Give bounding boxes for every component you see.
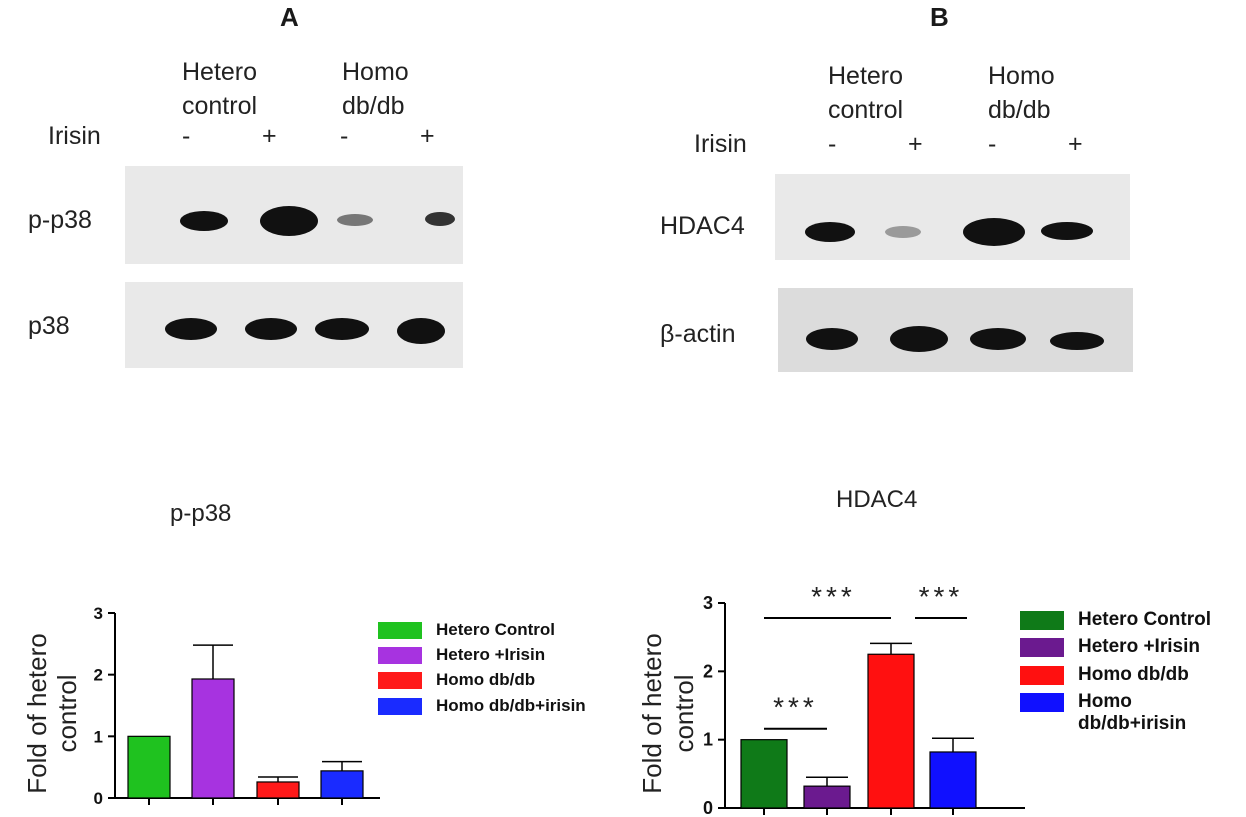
legend-item: Hetero Control — [378, 620, 588, 639]
group-label-hetero-line2: control — [828, 96, 904, 124]
treatment-sign: - — [828, 130, 837, 158]
western-blot-beta-actin — [778, 288, 1133, 372]
western-blot-p38 — [125, 282, 463, 368]
blot-band — [397, 318, 445, 344]
blot-band — [337, 214, 373, 226]
legend-swatch — [378, 698, 422, 715]
legend-label: Homo db/db — [436, 670, 536, 689]
bar — [803, 785, 851, 809]
group-label-homo-line2: db/db — [988, 96, 1051, 124]
legend-label: Hetero +Irisin — [1078, 636, 1200, 657]
blot-band — [1041, 222, 1093, 240]
legend-label: Homo db/db+irisin — [1078, 691, 1187, 734]
bar — [740, 739, 788, 809]
blot-band — [806, 328, 858, 350]
bar-chart-p-p38: 0 1 2 3 Fold of hetero control — [22, 604, 380, 808]
legend-item: Homo db/db — [378, 670, 588, 689]
legend-item: Hetero Control — [1020, 609, 1240, 630]
legend-swatch — [1020, 666, 1064, 685]
blot-band — [425, 212, 455, 226]
significance-label: *** — [773, 692, 818, 723]
treatment-sign: - — [182, 122, 191, 150]
significance-label: *** — [919, 581, 964, 612]
blot-label-p-p38: p-p38 — [28, 206, 92, 234]
legend-label: Hetero +Irisin — [436, 645, 546, 664]
western-blot-p-p38 — [125, 166, 463, 264]
significance-label: *** — [811, 581, 856, 612]
legend-label: Homo db/db — [1078, 664, 1189, 685]
blot-band — [315, 318, 369, 340]
legend-item: Homo db/db+irisin — [378, 696, 608, 715]
legend-item: Hetero +Irisin — [378, 645, 588, 664]
irisin-label: Irisin — [48, 122, 101, 150]
treatment-sign: + — [420, 122, 435, 150]
y-tick-label: 1 — [703, 730, 713, 750]
bar — [191, 678, 235, 799]
group-label-hetero-line1: Hetero — [828, 62, 904, 90]
bar-chart-hdac4: 0 1 2 3 Fold of hetero control *** *** *** — [637, 581, 1025, 817]
y-tick-label: 1 — [94, 727, 103, 746]
blot-band — [805, 222, 855, 242]
blot-label-p38: p38 — [28, 312, 70, 340]
y-axis-label: control — [669, 674, 699, 752]
y-axis-label: Fold of hetero — [637, 633, 667, 793]
y-tick-label: 0 — [94, 789, 103, 808]
blot-label-hdac4: HDAC4 — [660, 212, 745, 240]
legend-swatch — [378, 622, 422, 639]
bar — [867, 653, 915, 809]
treatment-sign: + — [262, 122, 277, 150]
legend-swatch — [378, 672, 422, 689]
blot-label-beta-actin: β-actin — [660, 320, 736, 348]
treatment-sign: + — [1068, 130, 1083, 158]
legend-item: Hetero +Irisin — [1020, 636, 1240, 657]
blot-band — [180, 211, 228, 231]
legend-label: Hetero Control — [436, 620, 555, 639]
panel-letter-a: A — [280, 2, 299, 32]
blot-band — [1050, 332, 1104, 350]
legend-swatch — [378, 647, 422, 664]
blot-band — [963, 218, 1025, 246]
bar — [127, 735, 171, 799]
western-blot-hdac4 — [775, 174, 1130, 260]
legend-swatch — [1020, 611, 1064, 630]
legend-item: Homo db/db+irisin — [1020, 691, 1244, 734]
chart-title-b: HDAC4 — [836, 486, 918, 513]
treatment-sign: - — [340, 122, 349, 150]
y-axis-label: Fold of hetero — [22, 633, 52, 793]
y-tick-label: 2 — [94, 666, 103, 685]
legend-item: Homo db/db — [1020, 664, 1240, 685]
legend-swatch — [1020, 638, 1064, 657]
legend-swatch — [1020, 693, 1064, 712]
blot-band — [245, 318, 297, 340]
chart-title-a: p-p38 — [170, 500, 232, 527]
group-label-homo-line1: Homo — [988, 62, 1055, 90]
y-tick-label: 3 — [703, 593, 713, 613]
bar — [929, 751, 977, 809]
bar — [256, 781, 300, 799]
blot-band — [890, 326, 948, 352]
legend-label: Hetero Control — [1078, 609, 1211, 630]
group-label-homo-line2: db/db — [342, 92, 405, 120]
treatment-sign: - — [988, 130, 997, 158]
blot-band — [970, 328, 1026, 350]
bar — [320, 770, 364, 799]
group-label-homo-line1: Homo — [342, 58, 409, 86]
y-tick-label: 3 — [94, 604, 103, 623]
blot-band — [885, 226, 921, 238]
irisin-label: Irisin — [694, 130, 747, 158]
y-axis-label: control — [52, 674, 82, 752]
y-tick-label: 0 — [703, 798, 713, 817]
legend-label: Homo db/db+irisin — [436, 696, 586, 715]
treatment-sign: + — [908, 130, 923, 158]
blot-band — [165, 318, 217, 340]
panel-letter-b: B — [930, 2, 949, 32]
y-tick-label: 2 — [703, 661, 713, 681]
blot-band — [260, 206, 318, 236]
group-label-hetero-line2: control — [182, 92, 258, 120]
group-label-hetero-line1: Hetero — [182, 58, 258, 86]
